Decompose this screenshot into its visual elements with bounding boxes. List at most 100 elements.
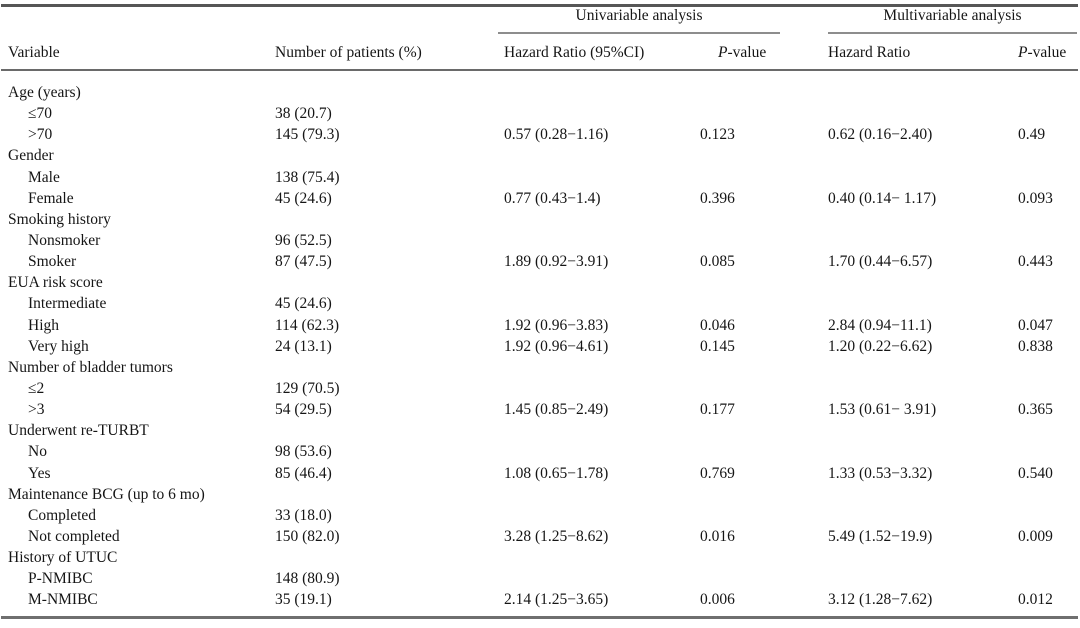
row-label: History of UTUC (8, 549, 118, 567)
univariable-pvalue-cell (700, 441, 828, 462)
patients-cell: 35 (19.1) (275, 591, 332, 609)
univariable-hr-cell (500, 357, 700, 378)
multivariable-pvalue-cell (1018, 272, 1080, 293)
univariable-hr-cell (500, 209, 700, 230)
univariable-pvalue-cell: 0.396 (700, 189, 735, 207)
multivariable-pvalue-cell (1018, 103, 1080, 124)
multivariable-hr-cell (828, 547, 1018, 568)
patients-cell: 45 (24.6) (275, 295, 332, 313)
row-label: Yes (28, 464, 51, 482)
patients-cell: 33 (18.0) (275, 506, 332, 524)
univariable-pvalue-cell (700, 568, 828, 589)
multivariable-pvalue-cell: 0.540 (1018, 464, 1053, 482)
multivariable-hr-cell (828, 357, 1018, 378)
patients-cell: 98 (53.6) (275, 443, 332, 461)
patients-cell: 96 (52.5) (275, 231, 332, 249)
multivariable-hr-cell: 5.49 (1.52−19.9) (828, 527, 933, 545)
univariable-pvalue-cell (700, 272, 828, 293)
patients-cell: 114 (62.3) (275, 316, 339, 334)
multivariable-pvalue-cell (1018, 167, 1080, 188)
patients-cell: 45 (24.6) (275, 189, 332, 207)
table-row: Smoking history (0, 209, 1080, 230)
univariable-pvalue-cell (700, 230, 828, 251)
multivariable-hr-cell: 1.53 (0.61− 3.91) (828, 401, 937, 419)
row-label: Maintenance BCG (up to 6 mo) (8, 485, 205, 503)
multivariable-hr-cell: 2.84 (0.94−11.1) (828, 316, 932, 334)
multivariable-pvalue-cell (1018, 547, 1080, 568)
univariable-hr-cell (500, 145, 700, 166)
patients-cell (275, 420, 500, 441)
multivariable-hr-cell (828, 378, 1018, 399)
univariable-pvalue-cell (700, 547, 828, 568)
multivariable-pvalue-cell (1018, 505, 1080, 526)
row-label: Intermediate (28, 295, 107, 313)
row-label: ≤70 (28, 105, 53, 123)
row-label: No (28, 443, 47, 461)
patients-cell: 87 (47.5) (275, 253, 332, 271)
multivariable-hr-cell (828, 484, 1018, 505)
table-row: Gender (0, 145, 1080, 166)
multivariable-pvalue-cell (1018, 82, 1080, 103)
univariable-pvalue-cell (700, 103, 828, 124)
row-label: Smoking history (8, 210, 111, 228)
top-rule (1, 4, 1078, 7)
univariable-pvalue-cell: 0.123 (700, 126, 735, 144)
table-row: EUA risk score (0, 272, 1080, 293)
multivariable-hr-cell: 0.40 (0.14− 1.17) (828, 189, 937, 207)
patients-cell: 148 (80.9) (275, 570, 340, 588)
univariable-hr-cell (500, 420, 700, 441)
univariable-pvalue-cell (700, 293, 828, 314)
row-label: Gender (8, 147, 54, 165)
multivariable-analysis-spanner: Multivariable analysis (883, 7, 1022, 24)
multivariable-pvalue-cell: 0.009 (1018, 527, 1053, 545)
multivariable-hr-cell (828, 505, 1018, 526)
multivariable-pvalue-cell: 0.047 (1018, 316, 1053, 334)
row-label: Not completed (28, 527, 120, 545)
multivariable-hr-cell (828, 441, 1018, 462)
row-label: Completed (28, 506, 97, 524)
table-body: Age (years) ≤70 38 (20.7) >70 145 (79.3)… (0, 82, 1080, 611)
table-row: P-NMIBC 148 (80.9) (0, 568, 1080, 589)
univariable-hr-cell (500, 378, 700, 399)
univariable-pvalue-cell: 0.046 (700, 316, 735, 334)
multivariable-hr-cell (828, 209, 1018, 230)
row-label: >3 (28, 401, 45, 419)
row-label: Nonsmoker (28, 231, 101, 249)
table-row: Smoker 87 (47.5) 1.89 (0.92−3.91) 0.085 … (0, 251, 1080, 272)
table-row: Age (years) (0, 82, 1080, 103)
patients-cell: 129 (70.5) (275, 379, 340, 397)
multivariable-hr-cell (828, 230, 1018, 251)
multivariable-hr-cell: 1.33 (0.53−3.32) (828, 464, 933, 482)
row-label: Age (years) (8, 84, 81, 101)
univariable-hr-cell (500, 293, 700, 314)
univariable-pvalue-cell (700, 167, 828, 188)
multivariable-pvalue-cell (1018, 230, 1080, 251)
patients-cell: 85 (46.4) (275, 464, 332, 482)
multivariable-hr-column-header: Hazard Ratio (828, 44, 911, 61)
patients-cell (275, 547, 500, 568)
patients-cell: 54 (29.5) (275, 401, 332, 419)
multivariable-hr-cell (828, 103, 1018, 124)
multivariable-hr-cell (828, 272, 1018, 293)
univariable-hr-cell (500, 82, 700, 103)
univariable-hr-cell (500, 272, 700, 293)
univariable-pvalue-cell: 0.177 (700, 401, 735, 419)
patients-cell (275, 209, 500, 230)
table-row: High 114 (62.3) 1.92 (0.96−3.83) 0.046 2… (0, 315, 1080, 336)
row-label: >70 (28, 126, 53, 144)
univariable-pvalue-cell (700, 378, 828, 399)
univariable-pvalue-cell (700, 82, 828, 103)
table-row: Very high 24 (13.1) 1.92 (0.96−4.61) 0.1… (0, 336, 1080, 357)
univariable-hr-cell (500, 547, 700, 568)
table-row: >3 54 (29.5) 1.45 (0.85−2.49) 0.177 1.53… (0, 399, 1080, 420)
multivariable-hr-cell (828, 293, 1018, 314)
patients-cell (275, 82, 500, 103)
patients-cell (275, 484, 500, 505)
multivariable-pvalue-cell: 0.012 (1018, 591, 1053, 609)
multivariable-pvalue-cell (1018, 420, 1080, 441)
column-header-row: Variable Number of patients (%) Hazard R… (0, 44, 1080, 62)
patients-cell: 138 (75.4) (275, 168, 340, 186)
univariable-hr-cell (500, 441, 700, 462)
univariable-hr-cell: 3.28 (1.25−8.62) (504, 527, 609, 545)
